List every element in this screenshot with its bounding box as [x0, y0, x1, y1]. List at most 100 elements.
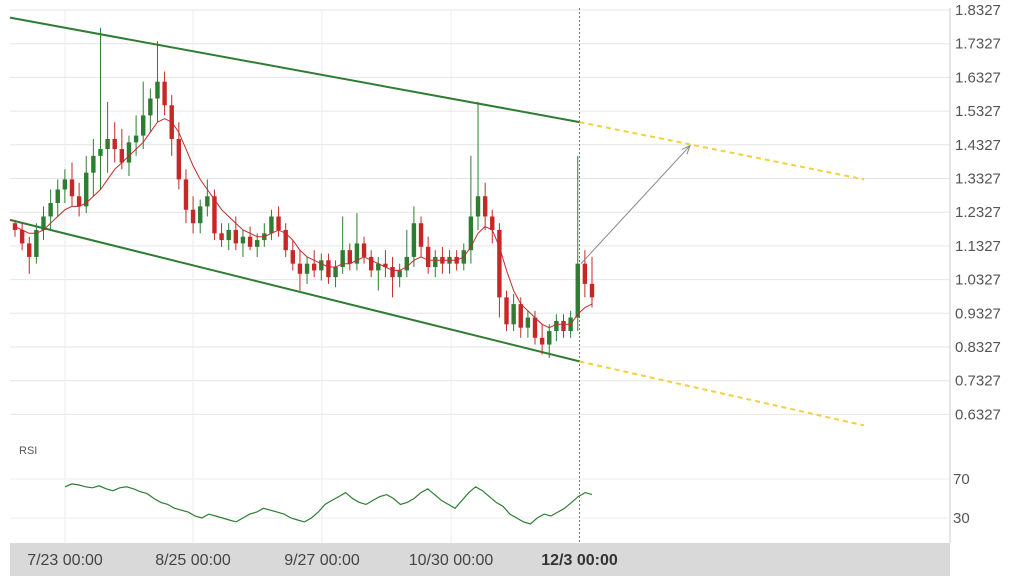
grid [10, 8, 951, 543]
candle-body [433, 256, 438, 268]
rsi-tick-label: 70 [953, 471, 970, 488]
candle-body [269, 216, 274, 234]
candle-body [12, 223, 18, 230]
candle-body [205, 196, 210, 207]
time-axis: 7/23 00:00 8/25 00:00 9/27 00:00 10/30 00:0… [27, 552, 618, 569]
price-tick-label: 1.0327 [955, 272, 1001, 289]
candle-body [119, 149, 125, 163]
channel-lower-line [9, 218, 580, 363]
candle-body [27, 243, 32, 257]
candle-body [240, 236, 246, 244]
time-axis-bar [10, 543, 950, 576]
candle-body [254, 240, 260, 247]
candle-body [425, 246, 431, 268]
rsi-tick-label: 30 [953, 510, 970, 527]
candle-body [76, 196, 82, 207]
candle-body [91, 155, 96, 173]
time-tick-label: 8/25 00:00 [155, 552, 231, 569]
candles [12, 27, 595, 359]
candle-body [475, 196, 481, 217]
candle-body [148, 98, 153, 116]
rsi-line [64, 483, 593, 525]
candle-body [233, 229, 239, 244]
price-tick-label: 0.7327 [955, 373, 1001, 390]
candle-body [290, 250, 296, 264]
candle-body [141, 115, 146, 136]
candle-body [468, 216, 474, 251]
candle-body [482, 196, 488, 217]
candle-body [397, 270, 402, 278]
rsi-label: RSI [19, 445, 37, 457]
candle-body [554, 320, 559, 332]
candle-body [297, 263, 303, 274]
candle-body [176, 138, 182, 180]
candle-body [133, 135, 139, 143]
candle-body [497, 229, 502, 298]
candle-body [511, 304, 516, 325]
rsi-axis: 70 30 [10, 471, 970, 527]
candle-body [283, 229, 288, 251]
candle-body [361, 243, 367, 257]
candle-body [219, 233, 224, 241]
candle-body [319, 260, 324, 271]
candle-body [539, 337, 545, 345]
candle-body [404, 256, 409, 271]
candle-body [48, 202, 53, 217]
candle-body [98, 149, 103, 156]
candle-body [376, 263, 381, 271]
candle-body [226, 229, 231, 241]
price-axis: 1.8327 1.7327 1.6327 1.5327 1.4327 1.3327 1.23… [955, 2, 1001, 423]
price-tick-label: 1.3327 [955, 171, 1001, 188]
candle-body [326, 260, 331, 278]
candle-body [105, 138, 110, 150]
candle-body [69, 179, 75, 197]
candle-body [162, 81, 167, 106]
price-tick-label: 1.6327 [955, 69, 1001, 86]
projection-lower-line [579, 360, 865, 427]
candle-body [304, 263, 310, 274]
channel-upper-line [9, 16, 580, 124]
price-tick-label: 1.7327 [955, 36, 1001, 53]
candle-body [490, 216, 495, 230]
candle-body [333, 267, 338, 278]
candle-body [19, 229, 25, 244]
candle-body [354, 243, 360, 264]
candle-body [41, 216, 46, 230]
price-tick-label: 1.8327 [955, 2, 1001, 19]
candle-body [575, 263, 580, 318]
candle-body [411, 223, 417, 257]
candle-body [368, 256, 374, 271]
candle-body [190, 209, 196, 224]
price-tick-label: 1.2327 [955, 204, 1001, 221]
price-tick-label: 1.1327 [955, 238, 1001, 255]
candle-body [518, 304, 523, 328]
candle-body [561, 320, 566, 332]
candle-body [112, 138, 117, 150]
price-tick-label: 0.9327 [955, 305, 1001, 322]
candle-body [525, 317, 531, 328]
channel-lines [9, 16, 865, 427]
time-tick-label: 9/27 00:00 [284, 552, 360, 569]
candle-body [62, 179, 68, 190]
candle-body [155, 81, 160, 99]
projection-upper-line [579, 121, 865, 181]
candle-body [504, 297, 509, 325]
price-tick-label: 0.6327 [955, 406, 1001, 423]
candle-body [247, 236, 253, 247]
candle-body [340, 250, 345, 268]
candle-body [276, 216, 281, 230]
candle-body [547, 331, 552, 345]
candle-body [582, 263, 588, 284]
price-tick-label: 0.8327 [955, 339, 1001, 356]
arrow-head [681, 144, 691, 155]
projection-arrow [580, 144, 691, 264]
candle-body [126, 142, 132, 163]
candle-body [589, 283, 595, 298]
moving-average-line [14, 118, 593, 329]
arrow-shaft [580, 145, 691, 264]
candle-body [84, 172, 89, 207]
candle-body [198, 206, 203, 224]
time-tick-label: 7/23 00:00 [27, 552, 103, 569]
candle-body [532, 317, 538, 338]
